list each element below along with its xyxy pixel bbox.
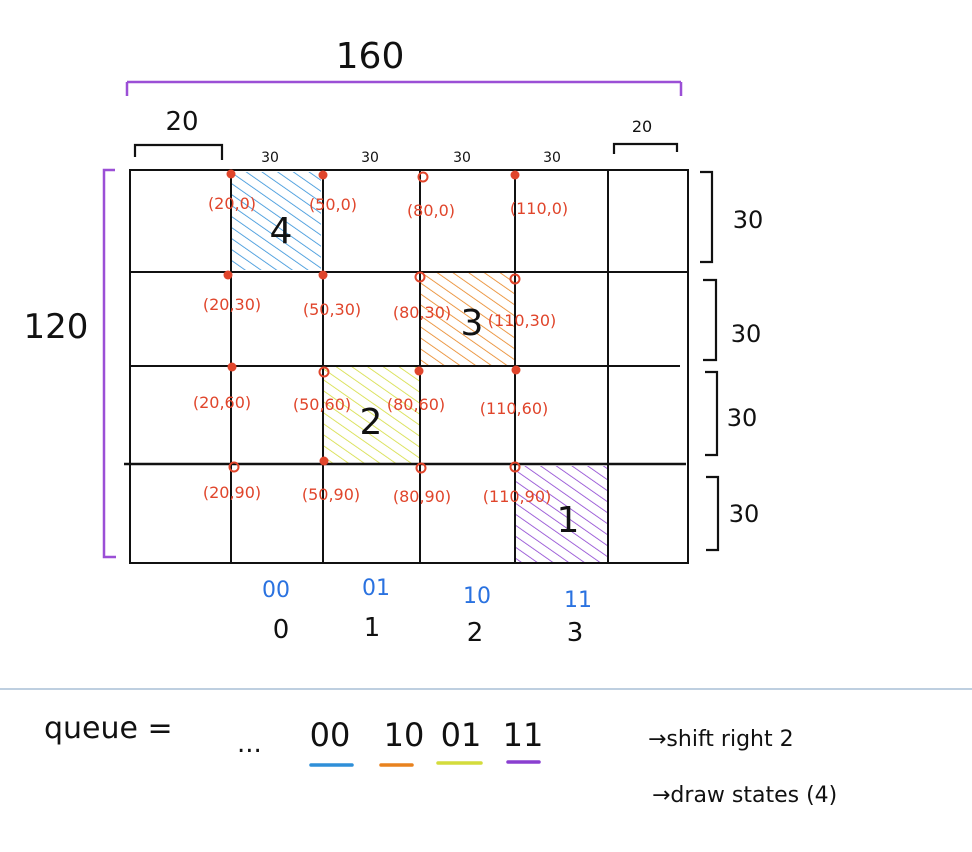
state-cells [231,172,608,562]
column-binary-code: 10 [463,584,491,609]
coordinate-dot [318,366,330,378]
coordinate-dot [414,366,424,376]
row-height-label: 30 [731,320,762,348]
queue-bits: 00 [310,716,351,754]
height-total-label: 120 [24,307,89,347]
coordinate-label: (50,0) [309,195,357,214]
note-shift-right: →shift right 2 [648,727,794,752]
state-cell-1 [516,466,608,562]
left-margin-label: 20 [165,107,198,137]
coordinate-label: (110,90) [483,487,551,506]
state-numbers: 4 3 2 1 [270,211,580,541]
column-width-label: 30 [453,150,471,166]
queue-bits: 10 [384,716,425,754]
row-height-brackets: 30 30 30 30 [700,170,764,552]
state-number-1: 1 [557,500,580,541]
column-width-label: 30 [361,150,379,166]
coordinate-dot [319,456,329,466]
column-width-label: 30 [261,150,279,166]
column-width-labels: 30 30 30 30 [261,150,561,166]
coordinate-dot [318,270,328,280]
coordinate-labels: (20,0) (50,0) (80,0) (110,0) (20,30) (50… [193,194,568,506]
note-draw-states: →draw states (4) [652,783,837,808]
column-width-label: 30 [543,150,561,166]
column-binary-code: 01 [362,576,390,601]
queue-prefix: ... [237,729,262,759]
coordinate-points [223,169,521,474]
coordinate-label: (20,90) [203,483,261,502]
queue-expression: queue = ... 00 10 01 11 [44,711,544,767]
width-bracket-line [125,80,683,96]
state-number-4: 4 [270,211,293,252]
coordinate-dot [226,169,236,179]
coordinate-label: (110,30) [488,311,556,330]
column-binary-codes: 00 01 10 11 [262,576,592,613]
coordinate-dot [227,362,237,372]
coordinate-label: (20,0) [208,194,256,213]
coordinate-label: (80,60) [387,395,445,414]
queue-bits: 11 [503,716,544,754]
queue-bits: 01 [441,716,482,754]
coordinate-dot [415,462,427,474]
column-index: 2 [467,618,484,648]
state-cell-4 [231,172,321,270]
coordinate-label: (80,0) [407,201,455,220]
coordinate-dot [318,170,328,180]
column-index: 3 [567,618,584,648]
column-indices: 0 1 2 3 [273,613,584,648]
column-index: 1 [364,613,381,643]
coordinate-dot [223,270,233,280]
coordinate-label: (50,90) [302,485,360,504]
coordinate-dot [228,461,240,473]
coordinate-dot [511,365,521,375]
state-number-3: 3 [461,303,484,344]
row-height-label: 30 [729,500,760,528]
column-index: 0 [273,615,290,645]
coordinate-dot [417,171,429,183]
coordinate-dot [509,273,521,285]
height-bracket: 120 [24,168,116,559]
coordinate-label: (20,60) [193,393,251,412]
width-bracket: 160 [125,36,683,96]
coordinate-label: (50,60) [293,395,351,414]
left-margin-bracket: 20 [133,107,224,160]
coordinate-label: (20,30) [203,295,261,314]
column-binary-code: 00 [262,578,290,603]
coordinate-label: (80,30) [393,303,451,322]
coordinate-dot [414,271,426,283]
coordinate-label: (50,30) [303,300,361,319]
width-total-label: 160 [336,36,405,77]
state-cell-2 [324,367,420,464]
row-height-label: 30 [733,206,764,234]
coordinate-label: (110,60) [480,399,548,418]
coordinate-dot [509,461,521,473]
coordinate-dot [510,170,520,180]
coordinate-label: (110,0) [510,199,568,218]
right-margin-label: 20 [632,117,652,136]
state-number-2: 2 [360,402,383,443]
column-binary-code: 11 [564,588,592,613]
row-height-label: 30 [727,404,758,432]
state-cell-3 [420,273,516,366]
coordinate-label: (80,90) [393,487,451,506]
right-margin-bracket: 20 [612,117,679,154]
notes: →shift right 2 →draw states (4) [648,727,837,808]
queue-label: queue = [44,711,173,746]
